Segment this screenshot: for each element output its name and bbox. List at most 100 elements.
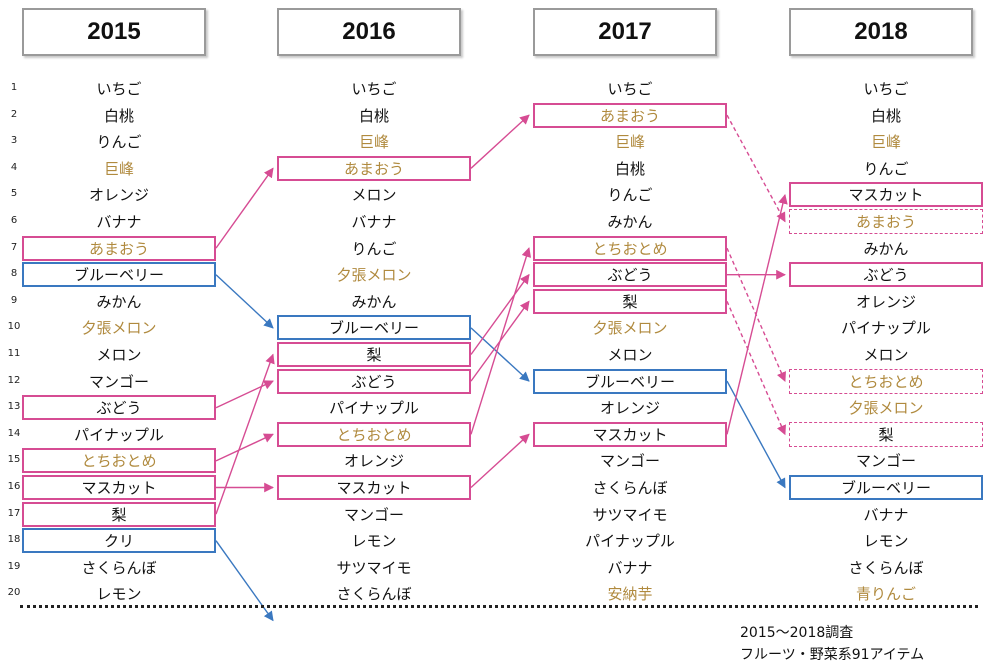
ranking-item: レモン [863, 532, 909, 551]
ranking-item: メロン [351, 186, 397, 205]
ranking-item: あまおう [533, 102, 727, 128]
ranking-item: サツマイモ [592, 505, 668, 524]
ranking-item: バナナ [863, 505, 909, 524]
ranking-item: メロン [96, 346, 142, 364]
rank-change-arrow [726, 380, 786, 489]
ranking-item: レモン [96, 585, 142, 604]
ranking-item: マンゴー [343, 505, 404, 524]
ranking-item: りんご [607, 186, 653, 205]
ranking-item: 夕張メロン [848, 399, 924, 418]
ranking-item: マスカット [277, 475, 471, 500]
ranking-item: あまおう [22, 235, 216, 261]
rank-number: 14 [7, 427, 21, 439]
rank-change-arrow [215, 353, 275, 515]
ranking-item: サツマイモ [336, 558, 412, 577]
ranking-item: バナナ [96, 213, 142, 231]
rank-change-arrow [215, 274, 274, 329]
ranking-item: りんご [96, 133, 142, 152]
year-header-2018: 2018 [789, 8, 973, 56]
ranking-item: みかん [351, 292, 397, 311]
ranking-item: みかん [96, 292, 142, 311]
rank-change-arrow [215, 380, 274, 409]
ranking-item: 梨 [533, 288, 727, 314]
year-header-2017: 2017 [533, 8, 717, 56]
year-header-2015: 2015 [22, 8, 206, 56]
rank-number: 4 [10, 161, 18, 173]
ranking-item: とちおとめ [533, 235, 727, 261]
ranking-item: 巨峰 [614, 133, 645, 152]
rank-number: 12 [7, 374, 21, 386]
rank-change-arrow [726, 193, 788, 435]
ranking-item: りんご [351, 239, 397, 258]
ranking-item: みかん [863, 239, 909, 258]
ranking-item: 白桃 [614, 159, 645, 178]
rank-number: 7 [10, 241, 18, 253]
ranking-item: 夕張メロン [81, 319, 157, 338]
rank-number: 19 [7, 560, 21, 572]
rank-change-arrow [470, 433, 530, 489]
ranking-item: 夕張メロン [336, 266, 412, 285]
ranking-item: みかん [607, 213, 653, 231]
rank-change-arrow [215, 167, 274, 249]
ranking-item: ぶどう [277, 368, 471, 394]
ranking-item: 梨 [22, 501, 216, 527]
rank-number: 3 [10, 135, 18, 147]
ranking-item: いちご [96, 80, 142, 98]
rank-change-arrow [470, 327, 530, 382]
ranking-item: マスカット [533, 421, 727, 447]
ranking-item: 青りんご [855, 585, 916, 604]
ranking-item: オレンジ [855, 292, 916, 311]
ranking-item: 巨峰 [358, 133, 389, 152]
rank-change-arrow [215, 540, 274, 622]
ranking-item: いちご [863, 80, 909, 98]
rank-number: 2 [10, 108, 18, 120]
ranking-item: マンゴー [599, 452, 660, 471]
year-header-2016: 2016 [277, 8, 461, 56]
rank-change-arrow [470, 247, 532, 435]
rank-number: 16 [7, 481, 21, 492]
rank-number: 18 [7, 534, 21, 546]
ranking-item: マスカット [22, 475, 216, 500]
ranking-item: ブルーベリー [789, 475, 983, 500]
rank-change-arrow [470, 273, 530, 355]
rank-change-arrow [726, 114, 786, 223]
ranking-item: メロン [607, 346, 653, 364]
ranking-item: ぶどう [22, 395, 216, 421]
ranking-item: ぶどう [789, 262, 983, 288]
rank-number: 1 [10, 82, 18, 93]
ranking-item: クリ [22, 528, 216, 554]
ranking-item: とちおとめ [789, 368, 983, 394]
ranking-item: 白桃 [103, 106, 134, 125]
ranking-item: バナナ [607, 558, 653, 577]
ranking-item: ぶどう [533, 262, 727, 288]
ranking-item: 白桃 [870, 106, 901, 125]
ranking-item: いちご [607, 80, 653, 98]
ranking-item: 梨 [277, 342, 471, 367]
rank-change-arrow [470, 114, 530, 169]
ranking-item: とちおとめ [22, 448, 216, 474]
rank-number: 11 [7, 348, 21, 359]
ranking-item: さくらんぼ [592, 479, 668, 497]
ranking-item: りんご [863, 159, 909, 178]
ranking-item: あまおう [789, 209, 983, 234]
ranking-item: あまおう [277, 155, 471, 181]
ranking-item: バナナ [351, 213, 397, 231]
ranking-item: マスカット [789, 182, 983, 208]
ranking-item: オレンジ [343, 452, 404, 471]
baseline-divider [20, 605, 978, 608]
rank-number: 20 [7, 587, 21, 599]
ranking-item: パイナップル [841, 319, 931, 338]
ranking-item: パイナップル [329, 399, 419, 418]
rank-number: 5 [10, 188, 18, 200]
ranking-item: マンゴー [855, 452, 916, 471]
ranking-item: とちおとめ [277, 421, 471, 447]
ranking-item: パイナップル [585, 532, 675, 551]
rank-number: 13 [7, 401, 21, 413]
footnote-survey-period: 2015～2018調査 [740, 625, 854, 641]
ranking-item: いちご [351, 80, 397, 98]
rank-number: 8 [10, 268, 18, 280]
rank-change-arrow [726, 301, 786, 436]
ranking-item: さくらんぼ [848, 558, 924, 577]
rank-number: 10 [7, 321, 21, 333]
